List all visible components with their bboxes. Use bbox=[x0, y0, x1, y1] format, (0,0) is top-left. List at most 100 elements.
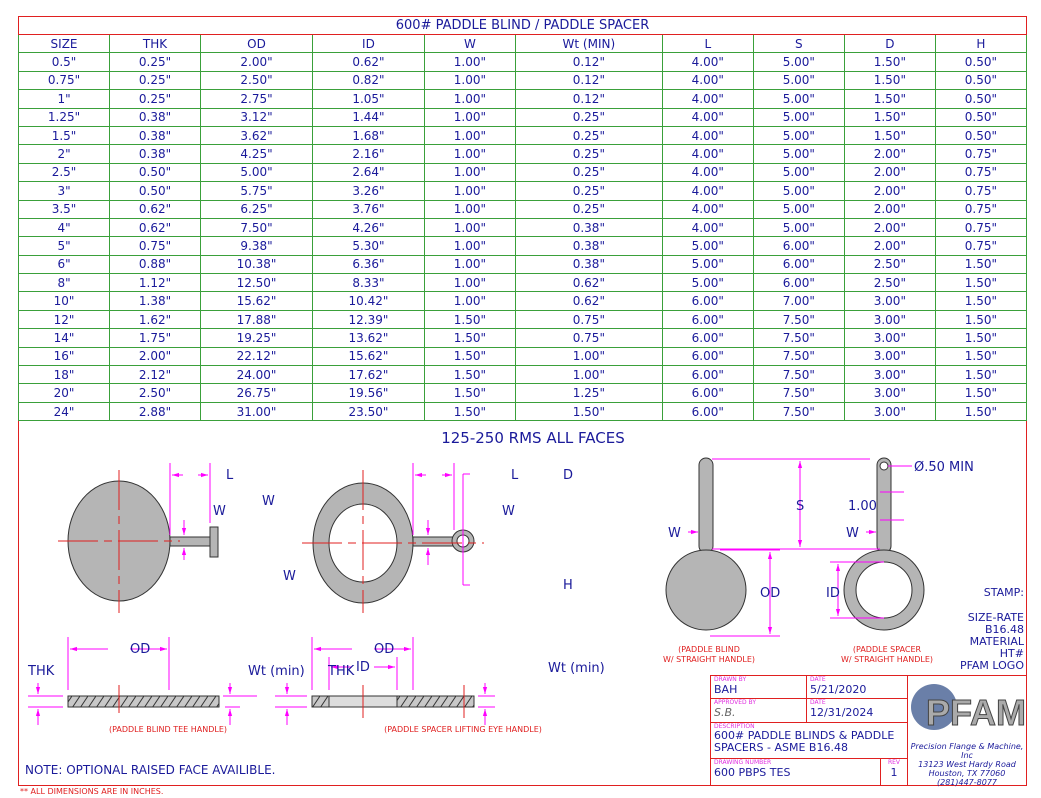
table-cell: 6.00" bbox=[752, 254, 845, 275]
table-cell: 5.00" bbox=[752, 217, 845, 238]
blind-tee-front bbox=[67, 457, 925, 708]
svg-text:S: S bbox=[796, 499, 804, 514]
rev-label: REV bbox=[887, 759, 901, 766]
company-phone: (281)447-8077 bbox=[936, 778, 998, 787]
table-cell: 26.75" bbox=[200, 383, 313, 403]
table-cell: 2.12" bbox=[109, 365, 202, 385]
drawn-date: 5/21/2020 bbox=[810, 683, 867, 696]
table-cell: 1.50" bbox=[934, 401, 1028, 422]
table-row: 20" 2.50" 26.75" 19.56" 1.50" 1.25" 6.00" 7.50"… bbox=[17, 383, 1028, 403]
dimension-lines bbox=[28, 458, 912, 725]
svg-text:W: W bbox=[213, 504, 226, 519]
company-address-1: 13123 West Hardy Road bbox=[918, 760, 1016, 769]
svg-text:W: W bbox=[668, 526, 681, 541]
svg-text:Wt (min): Wt (min) bbox=[248, 664, 305, 679]
table-cell: 0.25" bbox=[514, 144, 663, 164]
svg-text:W: W bbox=[846, 526, 859, 541]
svg-text:(PADDLE SPACER: (PADDLE SPACER bbox=[853, 645, 922, 654]
column-header: ID bbox=[311, 33, 425, 54]
revision: 1 bbox=[890, 766, 898, 779]
table-cell: 2.00" bbox=[843, 217, 936, 238]
table-cell: 1.50" bbox=[934, 291, 1028, 311]
dimensions-footnote: ** ALL DIMENSIONS ARE IN INCHES. bbox=[20, 787, 163, 796]
table-row: 12" 1.62" 17.88" 12.39" 1.50" 0.75" 6.00" 7.50"… bbox=[17, 309, 1028, 330]
table-cell: 31.00" bbox=[200, 401, 313, 422]
drawing-number-label: DRAWING NUMBER bbox=[714, 759, 772, 766]
svg-text:(PADDLE BLIND: (PADDLE BLIND bbox=[678, 645, 740, 654]
table-cell: 24" bbox=[17, 401, 111, 422]
table-cell: 24.00" bbox=[200, 365, 313, 385]
table-row: 24" 2.88" 31.00" 23.50" 1.50" 1.50" 6.00" 7.50"… bbox=[17, 401, 1028, 422]
svg-text:1.00: 1.00 bbox=[848, 499, 877, 514]
table-cell: 7.50" bbox=[752, 365, 845, 385]
table-cell: 0.50" bbox=[934, 70, 1028, 91]
table-cell: 3.5" bbox=[17, 199, 111, 219]
svg-text:PFAM LOGO: PFAM LOGO bbox=[960, 659, 1024, 672]
table-cell: 3.00" bbox=[843, 401, 936, 422]
svg-text:Ø.50 MIN: Ø.50 MIN bbox=[914, 460, 974, 475]
table-cell: 1.5" bbox=[17, 125, 111, 146]
table-row: 3.5" 0.62" 6.25" 3.76" 1.00" 0.25" 4.00" 5.00" 2… bbox=[17, 199, 1028, 219]
table-cell: 0.75" bbox=[109, 236, 202, 256]
svg-text:(PADDLE SPACER LIFTING EYE HAN: (PADDLE SPACER LIFTING EYE HANDLE) bbox=[384, 725, 542, 734]
table-cell: 2.00" bbox=[843, 236, 936, 256]
description-label: DESCRIPTION bbox=[714, 723, 755, 730]
svg-text:MATERIAL: MATERIAL bbox=[970, 635, 1025, 648]
svg-text:THK: THK bbox=[27, 664, 55, 679]
dimension-table: 600# PADDLE BLIND / PADDLE SPACER SIZE TH… bbox=[17, 16, 1028, 422]
svg-text:W: W bbox=[283, 569, 296, 584]
drawing-number: 600 PBPS TES bbox=[714, 766, 791, 779]
table-cell: 2.5" bbox=[17, 162, 111, 183]
table-cell: 0.62" bbox=[109, 217, 202, 238]
svg-text:ID: ID bbox=[826, 586, 840, 601]
svg-text:H: H bbox=[563, 578, 573, 593]
table-cell: 1.00" bbox=[423, 181, 516, 201]
table-cell: 1.00" bbox=[423, 89, 516, 109]
table-cell: 17.62" bbox=[311, 365, 425, 385]
table-cell: 5.00" bbox=[752, 107, 845, 127]
finish-note: 125-250 RMS ALL FACES bbox=[441, 429, 625, 447]
table-row: 18" 2.12" 24.00" 17.62" 1.50" 1.00" 6.00" 7.50"… bbox=[17, 365, 1028, 385]
table-cell: 6.25" bbox=[200, 199, 313, 219]
svg-text:HT#: HT# bbox=[1000, 647, 1024, 660]
pfam-logo: PFAM bbox=[908, 676, 1027, 742]
svg-text:OD: OD bbox=[130, 642, 150, 657]
table-cell: 0.62" bbox=[514, 273, 663, 293]
table-cell: 1.62" bbox=[109, 309, 202, 330]
table-cell: 4.25" bbox=[200, 144, 313, 164]
table-cell: 6.00" bbox=[661, 383, 754, 403]
company-logo-block: PFAM Precision Flange & Machine, Inc 131… bbox=[907, 675, 1027, 787]
table-row: 1.5" 0.38" 3.62" 1.68" 1.00" 0.25" 4.00" 5.00" 1… bbox=[17, 125, 1028, 146]
table-cell: 1.50" bbox=[423, 328, 516, 348]
table-cell: 2.88" bbox=[109, 401, 202, 422]
table-cell: 8.33" bbox=[311, 273, 425, 293]
svg-text:ID: ID bbox=[356, 660, 370, 675]
table-row: 6" 0.88" 10.38" 6.36" 1.00" 0.38" 5.00" 6.00" 2.… bbox=[17, 254, 1028, 275]
table-cell: 23.50" bbox=[311, 401, 425, 422]
table-cell: 0.38" bbox=[109, 125, 202, 146]
table-row: 4" 0.62" 7.50" 4.26" 1.00" 0.38" 4.00" 5.00" 2.0… bbox=[17, 217, 1028, 238]
approved-date: 12/31/2024 bbox=[810, 706, 874, 719]
centerlines bbox=[58, 470, 484, 718]
table-cell: 7.50" bbox=[752, 401, 845, 422]
table-cell: 19.25" bbox=[200, 328, 313, 348]
table-cell: 7.00" bbox=[752, 291, 845, 311]
svg-text:OD: OD bbox=[760, 586, 780, 601]
table-cell: 1.50" bbox=[423, 365, 516, 385]
table-cell: 1.50" bbox=[934, 309, 1028, 330]
column-header: SIZE bbox=[17, 33, 111, 54]
table-cell: 1.25" bbox=[514, 383, 663, 403]
svg-text:W/ STRAIGHT HANDLE): W/ STRAIGHT HANDLE) bbox=[841, 655, 933, 664]
svg-text:D: D bbox=[563, 468, 573, 483]
table-cell: 5.00" bbox=[752, 70, 845, 91]
table-cell: 5.00" bbox=[752, 52, 845, 72]
raised-face-note: NOTE: OPTIONAL RAISED FACE AVAILIBLE. bbox=[25, 763, 275, 777]
company-address-2: Houston, TX 77060 bbox=[928, 769, 1006, 778]
table-cell: 0.12" bbox=[514, 70, 663, 91]
table-cell: 1.44" bbox=[311, 107, 425, 127]
table-row: 16" 2.00" 22.12" 15.62" 1.50" 1.00" 6.00" 7.50"… bbox=[17, 346, 1028, 367]
table-cell: 2.16" bbox=[311, 144, 425, 164]
table-row: 0.75" 0.25" 2.50" 0.82" 1.00" 0.12" 4.00" 5.00"… bbox=[17, 70, 1028, 91]
